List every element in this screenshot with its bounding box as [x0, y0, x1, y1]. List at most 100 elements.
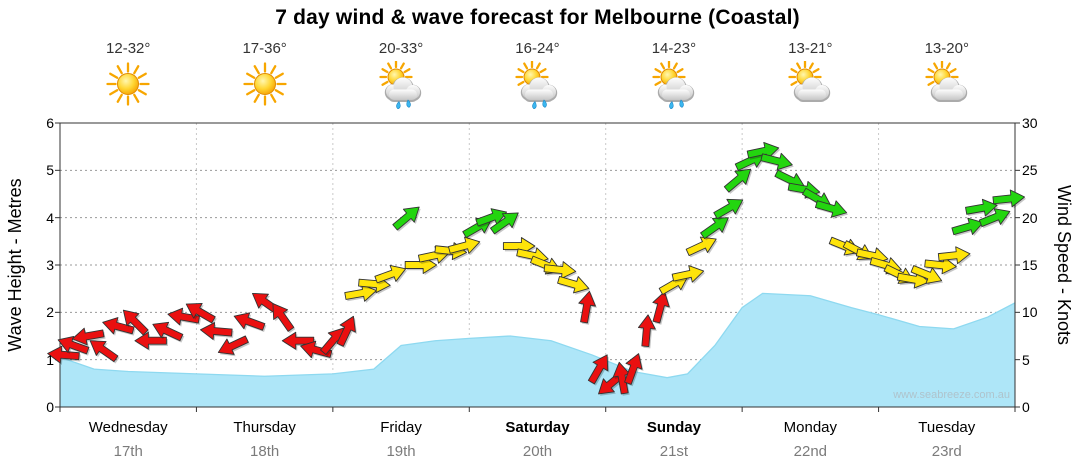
sun-cloud-icon [788, 61, 831, 102]
wind-arrow [102, 317, 135, 335]
wind-arrow [557, 275, 590, 294]
temperature-range: 12-32° [106, 40, 151, 57]
wind-arrow [965, 198, 998, 217]
day-column: 16-24° [469, 40, 605, 114]
temperature-range: 13-20° [924, 40, 969, 57]
sun-cloud-icon [925, 61, 967, 102]
sun-cloud-rain-icon [515, 61, 558, 109]
temperature-range: 14-23° [651, 40, 697, 57]
wind-arrow [723, 168, 752, 193]
wind-arrow [447, 236, 481, 254]
wind-arrow [185, 303, 216, 324]
day-column: 13-20° [879, 40, 1015, 114]
date-label: 19th [386, 443, 416, 460]
wind-arrow [951, 217, 984, 236]
y-right-tick-label: 0 [1022, 399, 1030, 415]
date-label: 22nd [793, 443, 828, 460]
date-label: 23rd [931, 443, 962, 460]
wind-arrow [233, 312, 266, 331]
y-left-tick-label: 6 [46, 115, 54, 131]
day-column: 20-33° [333, 40, 469, 114]
day-label: Friday [380, 419, 422, 436]
wind-arrow [992, 189, 1026, 208]
y-right-tick-label: 30 [1022, 115, 1038, 131]
wind-arrow [200, 322, 233, 340]
y-right-tick-label: 5 [1022, 351, 1030, 368]
wind-arrow [978, 208, 1011, 227]
wind-arrow [217, 335, 249, 355]
y-left-tick-label: 4 [46, 209, 54, 226]
wind-arrow [910, 265, 943, 284]
day-label: Monday [783, 419, 838, 436]
date-label: 18th [250, 443, 280, 460]
day-label: Thursday [233, 419, 296, 436]
y-right-tick-label: 10 [1022, 304, 1038, 321]
wind-arrow [392, 206, 420, 231]
wind-arrow [587, 354, 609, 385]
sun-cloud-rain-icon [652, 61, 695, 109]
temperature-range: 16-24° [515, 40, 560, 57]
y-left-tick-label: 3 [46, 257, 54, 273]
day-label: Wednesday [88, 419, 168, 436]
wind-arrow [637, 314, 656, 347]
y-left-tick-label: 1 [46, 351, 54, 368]
wind-arrow [700, 217, 729, 240]
wind-arrow [167, 307, 200, 326]
y-left-tick-label: 5 [46, 162, 54, 179]
date-label: 21st [659, 443, 689, 460]
wind-arrow [71, 327, 105, 346]
wind-arrow [624, 353, 643, 385]
y-right-tick-label: 15 [1022, 257, 1038, 273]
wind-arrow [122, 309, 149, 336]
wind-arrow [134, 331, 167, 350]
day-column: 17-36° [196, 40, 332, 114]
wind-arrow [47, 345, 80, 364]
y-left-tick-label: 0 [46, 399, 54, 415]
chart-title: 7 day wind & wave forecast for Melbourne… [275, 6, 800, 29]
wind-arrow [814, 200, 848, 218]
wind-arrow [57, 336, 90, 355]
sun-cloud-rain-icon [379, 61, 422, 109]
wind-arrow [924, 256, 957, 275]
wind-arrow [89, 340, 119, 363]
temperature-range: 20-33° [378, 40, 424, 57]
wave-height-area [60, 293, 1015, 407]
wind-arrow [652, 291, 670, 324]
temperature-range: 17-36° [242, 40, 287, 57]
wind-arrow [746, 142, 780, 160]
sun-icon [242, 62, 287, 106]
date-label: 20th [522, 443, 553, 460]
watermark: www.seabreeze.com.au [893, 389, 1010, 401]
wind-arrow [543, 261, 577, 279]
wind-arrow [713, 198, 744, 220]
wind-arrow [336, 315, 356, 347]
day-column: 12-32° [60, 40, 196, 114]
wind-arrow [671, 265, 705, 283]
temperature-range: 13-21° [788, 40, 833, 57]
wind-arrow [490, 212, 519, 235]
day-column: 14-23° [606, 40, 742, 114]
day-label: Saturday [505, 419, 570, 436]
y-left-tick-label: 2 [46, 304, 54, 321]
wind-arrow [502, 237, 536, 256]
day-label: Sunday [646, 419, 701, 436]
y-right-tick-label: 25 [1022, 162, 1038, 179]
wind-arrow [344, 284, 377, 302]
day-column: 13-21° [742, 40, 878, 114]
y-right-tick-label: 20 [1022, 209, 1038, 226]
wind-arrow [374, 265, 407, 284]
wind-arrow [612, 361, 631, 395]
wind-arrow [152, 321, 184, 342]
day-label: Tuesday [918, 419, 976, 436]
wind-arrow [937, 246, 971, 265]
wind-arrow [281, 331, 315, 350]
wind-arrow [685, 236, 717, 257]
date-label: 17th [113, 443, 143, 460]
wind-arrow [578, 290, 596, 324]
wind-arrow [760, 152, 793, 171]
wind-arrow [272, 303, 295, 332]
sun-icon [106, 62, 150, 106]
